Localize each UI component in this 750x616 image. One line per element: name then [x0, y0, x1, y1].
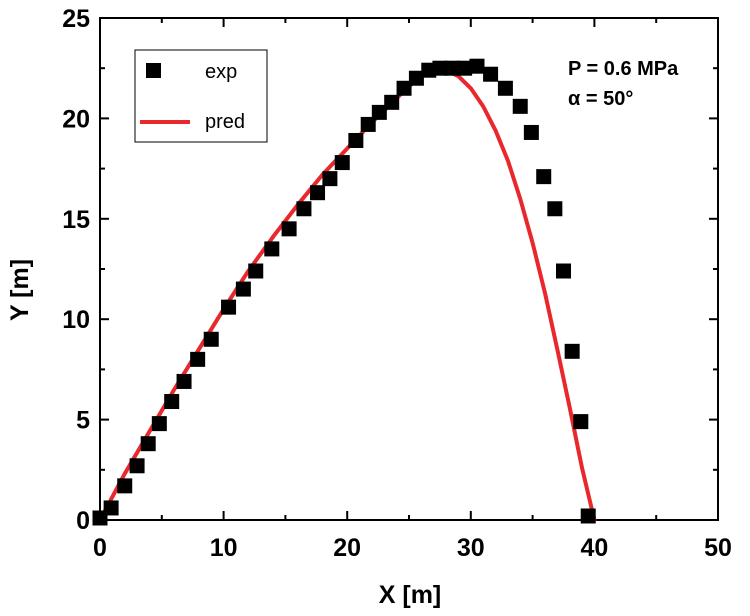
x-tick-label: 20	[333, 534, 361, 562]
y-tick-label: 10	[62, 306, 90, 334]
exp-data-point	[360, 116, 376, 132]
exp-data-point	[296, 201, 312, 217]
exp-data-point	[512, 98, 528, 114]
exp-data-point	[432, 60, 448, 76]
exp-data-point	[221, 299, 237, 315]
x-tick-label: 30	[457, 534, 485, 562]
y-tick-label: 15	[62, 206, 90, 234]
exp-data-point	[140, 436, 156, 452]
exp-data-point	[235, 281, 251, 297]
exp-data-point	[248, 263, 264, 279]
legend-pred-label: pred	[205, 111, 245, 133]
exp-data-point	[483, 66, 499, 82]
legend-exp-marker	[146, 63, 161, 78]
exp-data-point	[384, 94, 400, 110]
exp-data-point	[176, 373, 192, 389]
exp-data-point	[151, 416, 167, 432]
y-tick-label: 5	[76, 407, 90, 435]
exp-data-point	[396, 80, 412, 96]
exp-data-point	[371, 104, 387, 120]
exp-data-point	[573, 414, 589, 430]
exp-data-point	[190, 351, 206, 367]
annotation-text: P = 0.6 MPa	[568, 58, 679, 80]
y-tick-label: 0	[76, 507, 90, 535]
exp-data-point	[536, 169, 552, 185]
exp-data-point	[469, 58, 485, 74]
exp-data-point	[103, 500, 119, 516]
y-axis-title: Y [m]	[6, 259, 34, 321]
exp-data-point	[580, 508, 596, 524]
x-tick-label: 40	[580, 534, 608, 562]
exp-data-point	[523, 124, 539, 140]
x-tick-label: 10	[210, 534, 238, 562]
exp-data-point	[264, 241, 280, 257]
plot-area: 0 10 20 30 40 50 0 5 10 15 20 25	[62, 5, 732, 562]
exp-data-point	[457, 60, 473, 76]
exp-data-point	[556, 263, 571, 279]
x-axis-title: X [m]	[379, 581, 442, 609]
exp-data-point	[547, 201, 563, 217]
exp-data-point	[334, 155, 350, 171]
x-tick-label: 50	[704, 534, 732, 562]
exp-data-point	[281, 221, 297, 237]
legend: exp pred	[134, 49, 268, 143]
exp-data-point	[310, 185, 326, 201]
exp-data-point	[129, 458, 145, 474]
exp-data-point	[444, 60, 460, 76]
exp-data-point	[348, 132, 364, 148]
annotation-text: α = 50°	[568, 88, 633, 110]
exp-data-point	[322, 171, 338, 187]
exp-data-point	[497, 80, 513, 96]
exp-data-point	[164, 394, 180, 410]
y-axis-title-group: Y [m]	[6, 259, 34, 321]
legend-exp-label: exp	[205, 61, 237, 83]
exp-data-point	[564, 343, 580, 359]
exp-data-point	[408, 70, 424, 86]
exp-data-point	[117, 478, 133, 494]
x-tick-label: 0	[93, 534, 107, 562]
annotations: P = 0.6 MPa α = 50°	[568, 58, 679, 110]
y-tick-label: 20	[62, 105, 90, 133]
y-tick-label: 25	[62, 5, 90, 33]
exp-data-point	[203, 331, 219, 347]
